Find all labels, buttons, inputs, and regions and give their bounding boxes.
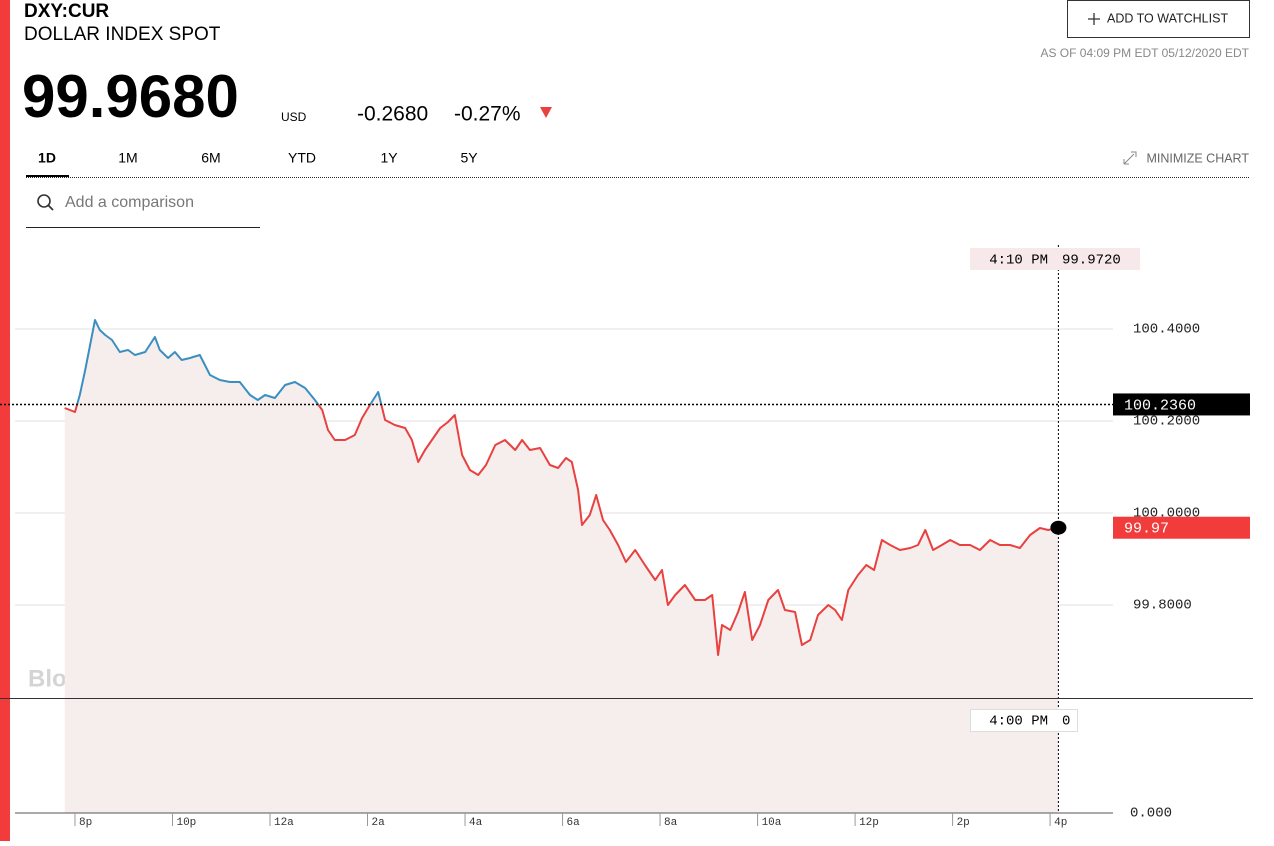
last-value-label: 99.97 [1124, 521, 1169, 538]
symbol: DXY:CUR [24, 1, 109, 22]
range-tab[interactable]: 5Y [460, 150, 478, 166]
change: -0.2680 [357, 103, 428, 126]
x-tick-label: 12p [859, 817, 879, 829]
search-icon-handle [47, 204, 54, 211]
range-tab[interactable]: YTD [288, 150, 316, 166]
watchlist-button[interactable]: ADD TO WATCHLIST [1067, 0, 1250, 38]
volume-box [970, 709, 1078, 732]
last-point [1050, 520, 1067, 535]
x-tick-label: 8a [664, 817, 678, 829]
minimize-chart[interactable]: MINIMIZE CHART [1146, 151, 1249, 165]
accent-bar [0, 0, 10, 841]
chart: BloombergMarkets100.4000100.2000100.0000… [0, 245, 1253, 829]
volume-time: 4:00 PM [989, 714, 1048, 730]
price-line [64, 319, 1059, 656]
x-tick-label: 8p [79, 817, 92, 829]
y-tick-label: 100.4000 [1133, 322, 1200, 338]
x-tick-label: 2a [372, 817, 386, 829]
last-value-box [1113, 516, 1250, 539]
range-tab[interactable]: 6M [201, 150, 220, 166]
x-tick-label: 10p [176, 817, 196, 829]
range-tab[interactable]: 1M [118, 150, 137, 166]
instrument-name: DOLLAR INDEX SPOT [24, 24, 221, 45]
y-tick-label: 100.2000 [1133, 414, 1200, 430]
area-fill [64, 320, 1059, 813]
previous-close-box [1113, 393, 1250, 416]
range-tabs: 1D 1M 6M YTD 1Y 5Y [26, 150, 478, 177]
as-of: AS OF 04:09 PM EDT 05/12/2020 EDT [1040, 46, 1249, 60]
volume-axis-label: 0.000 [1130, 806, 1172, 822]
minimize-icon [1123, 151, 1137, 165]
plus-icon [1088, 13, 1100, 25]
x-tick-label: 2p [957, 817, 970, 829]
volume-value: 0 [1062, 714, 1070, 730]
previous-close-label: 100.2360 [1124, 397, 1196, 414]
price: 99.9680 [22, 63, 239, 130]
crosshair-time: 4:10 PM [989, 253, 1048, 269]
currency: USD [281, 110, 307, 124]
x-tick-label: 6a [567, 817, 581, 829]
comparison-input[interactable]: Add a comparison [65, 194, 194, 211]
y-tick-label: 99.8000 [1133, 598, 1192, 614]
search-icon [37, 194, 51, 208]
x-tick-label: 4p [1054, 817, 1067, 829]
range-tab[interactable]: 1Y [380, 150, 398, 166]
crosshair-value: 99.9720 [1062, 253, 1121, 269]
crosshair-box [970, 248, 1140, 270]
x-tick-label: 12a [274, 817, 294, 829]
button-label: ADD TO WATCHLIST [1107, 11, 1228, 25]
change-percent: -0.27% [454, 103, 521, 126]
x-tick-label: 10a [762, 817, 782, 829]
range-tab[interactable]: 1D [38, 150, 56, 166]
x-tick-label: 4a [469, 817, 483, 829]
down-arrow [540, 107, 552, 118]
